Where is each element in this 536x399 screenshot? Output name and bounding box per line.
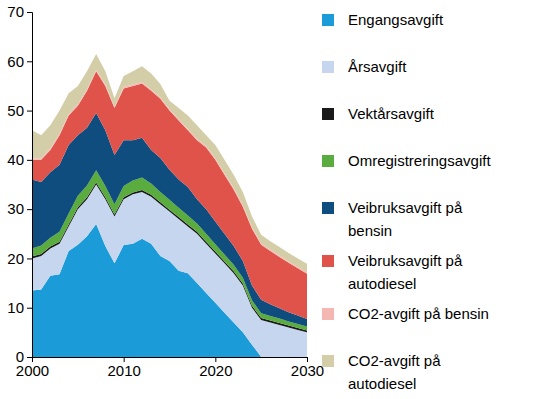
tick-label: 0: [16, 348, 24, 365]
legend-label: Engangsavgift: [348, 11, 444, 28]
legend-swatch: [322, 14, 334, 26]
y-axis: 0 10 20 30 40 50 60 70: [7, 3, 32, 365]
tick: 40: [7, 151, 32, 168]
tick-mark: [27, 209, 32, 210]
legend-item: CO2-avgift på bensin: [322, 305, 489, 322]
legend-label: CO2-avgift påautodiesel: [348, 352, 441, 392]
tick-mark: [27, 357, 32, 358]
legend-swatch: [322, 355, 334, 367]
x-axis: 2000201020202030: [16, 357, 324, 379]
tick-mark: [27, 12, 32, 13]
legend-swatch: [322, 155, 334, 167]
legend: Engangsavgift Årsavgift Vektårsavgift Omreg…: [322, 11, 491, 392]
legend-label: CO2-avgift på bensin: [348, 305, 489, 322]
tick-mark: [27, 258, 32, 259]
tick: 70: [7, 3, 32, 20]
tick: 20: [7, 250, 32, 267]
legend-label: Omregistreringsavgift: [348, 152, 491, 169]
legend-item: Omregistreringsavgift: [322, 152, 491, 169]
tick-label: 2030: [291, 362, 324, 379]
tick-mark: [27, 61, 32, 62]
chart: 2000201020202030010203040506070Engangsav…: [0, 0, 536, 399]
legend-label: Vektårsavgift: [348, 105, 435, 122]
tick: 2020: [199, 357, 232, 379]
axis-line: [33, 358, 308, 363]
tick: 0: [16, 348, 32, 365]
areas: [32, 54, 307, 357]
legend-item: Veibruksavgift påbensin: [322, 199, 463, 239]
tick-label: 2010: [107, 362, 140, 379]
tick-label: 10: [7, 299, 24, 316]
tick: 30: [7, 200, 32, 217]
legend-label: Årsavgift: [348, 58, 407, 75]
tick-label: 60: [7, 53, 24, 70]
tick: 60: [7, 53, 32, 70]
legend-label: Veibruksavgift påbensin: [348, 199, 463, 239]
tick-mark: [27, 111, 32, 112]
tick: 10: [7, 299, 32, 316]
plot: 2000201020202030010203040506070: [7, 3, 324, 378]
axis-line: [27, 13, 33, 358]
legend-label: Veibruksavgift påautodiesel: [348, 252, 463, 292]
area: [32, 54, 307, 272]
legend-item: Vektårsavgift: [322, 105, 435, 122]
tick: 2010: [107, 357, 140, 379]
tick-label: 70: [7, 3, 24, 20]
legend-swatch: [322, 308, 334, 320]
tick-label: 30: [7, 200, 24, 217]
tick-label: 50: [7, 102, 24, 119]
legend-item: Veibruksavgift påautodiesel: [322, 252, 463, 292]
legend-item: CO2-avgift påautodiesel: [322, 352, 441, 392]
tick-mark: [27, 308, 32, 309]
tick-label: 2020: [199, 362, 232, 379]
legend-item: Engangsavgift: [322, 11, 444, 28]
legend-item: Årsavgift: [322, 58, 407, 75]
tick: 50: [7, 102, 32, 119]
tick-label: 40: [7, 151, 24, 168]
tick: 2030: [291, 357, 324, 379]
tick-mark: [27, 160, 32, 161]
legend-swatch: [322, 202, 334, 214]
legend-swatch: [322, 108, 334, 120]
tick-label: 20: [7, 250, 24, 267]
legend-swatch: [322, 61, 334, 73]
legend-swatch: [322, 255, 334, 267]
